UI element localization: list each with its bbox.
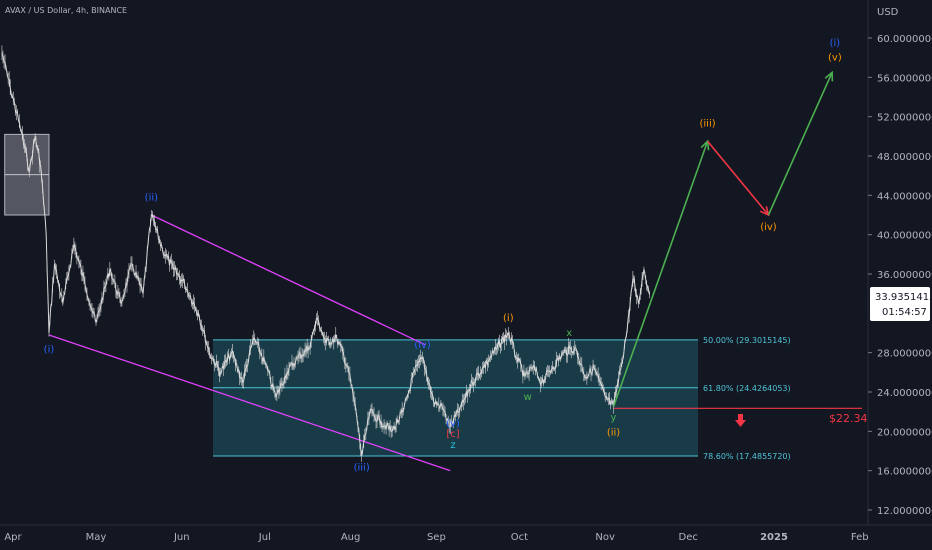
price-line [1, 52, 650, 457]
time-tick-label: Sep [427, 532, 446, 543]
wave-label: z [450, 440, 455, 451]
fib-level-label: 78.60% (17.4855720) [703, 452, 791, 461]
time-tick-label: Jun [173, 532, 190, 543]
current-price: 33.9351415 [875, 292, 932, 303]
projection-layer [612, 70, 834, 408]
price-tick-label: 56.0000000 [877, 73, 932, 84]
projection-arrow-down [706, 140, 770, 216]
price-tick-label: 52.0000000 [877, 113, 932, 124]
wave-label: (i) [44, 345, 55, 356]
wave-label: (iii) [354, 463, 370, 474]
wave-label: [c] [446, 429, 459, 440]
wave-label: (v) [828, 53, 842, 64]
time-axis[interactable]: Apr May Jun Jul Aug Sep Oct Nov Dec 2025 Feb [0, 524, 932, 543]
projection-arrow-final-head [824, 70, 834, 82]
wave-label: (i) [830, 38, 841, 49]
projection-arrow-final [767, 72, 833, 216]
time-tick-label: Jul [258, 532, 271, 543]
channel-layer [48, 214, 451, 472]
price-tick-label: 24.0000000 [877, 388, 932, 399]
time-tick-label: 2025 [760, 532, 788, 543]
target-price-label: $22.34 [829, 412, 868, 425]
price-tick-label: 16.0000000 [877, 467, 932, 478]
price-tick-label: 36.0000000 [877, 270, 932, 281]
time-tick-label: Dec [679, 532, 698, 543]
wave-label: w [524, 392, 532, 403]
wave-label: x [566, 328, 572, 339]
fib-level-label: 61.80% (24.4264053) [703, 384, 791, 393]
channel-line [151, 214, 426, 346]
current-price-box-bg [870, 287, 930, 321]
price-tick-label: 60.0000000 [877, 34, 932, 45]
wave-label: (iv) [760, 222, 777, 233]
wave-label: (v) [446, 418, 460, 429]
price-axis[interactable]: USD 60.0000000 56.0000000 52.0000000 48.000… [867, 0, 932, 525]
chart-title: AVAX / US Dollar, 4h, BINANCE [5, 6, 127, 15]
wave-label: (ii) [145, 192, 158, 203]
wave-label: (ii) [607, 427, 620, 438]
target-level-label: $22.34 [829, 412, 868, 425]
projection-arrow-up [612, 140, 709, 408]
current-price-box[interactable]: 33.9351415 01:54:57 [870, 287, 932, 321]
down-arrow-icon [735, 414, 746, 427]
price-tick-label: 48.0000000 [877, 152, 932, 163]
price-tick-label: 40.0000000 [877, 231, 932, 242]
currency-label[interactable]: USD [877, 7, 899, 18]
wave-label: (i) [503, 313, 514, 324]
wave-labels-layer: (i)(ii)(iii)(iv)(v)[c]z(i)wxy(ii)(iii)(i… [44, 38, 842, 474]
price-series-layer [1, 45, 650, 462]
time-tick-label: Oct [511, 532, 528, 543]
time-tick-label: Apr [4, 532, 22, 543]
wave-label: (iv) [414, 340, 431, 351]
time-tick-label: Aug [341, 532, 361, 543]
wave-label: y [611, 413, 617, 424]
price-tick-label: 44.0000000 [877, 191, 932, 202]
bar-countdown: 01:54:57 [882, 307, 927, 318]
wave-label: (iii) [700, 119, 716, 130]
time-tick-label: Nov [595, 532, 615, 543]
channel-line [48, 334, 451, 472]
price-tick-label: 12.0000000 [877, 506, 932, 517]
time-tick-label: Feb [851, 532, 869, 543]
price-tick-label: 28.0000000 [877, 349, 932, 360]
fib-level-label: 50.00% (29.3015145) [703, 336, 791, 345]
price-tick-label: 20.0000000 [877, 427, 932, 438]
time-tick-label: May [86, 532, 107, 543]
